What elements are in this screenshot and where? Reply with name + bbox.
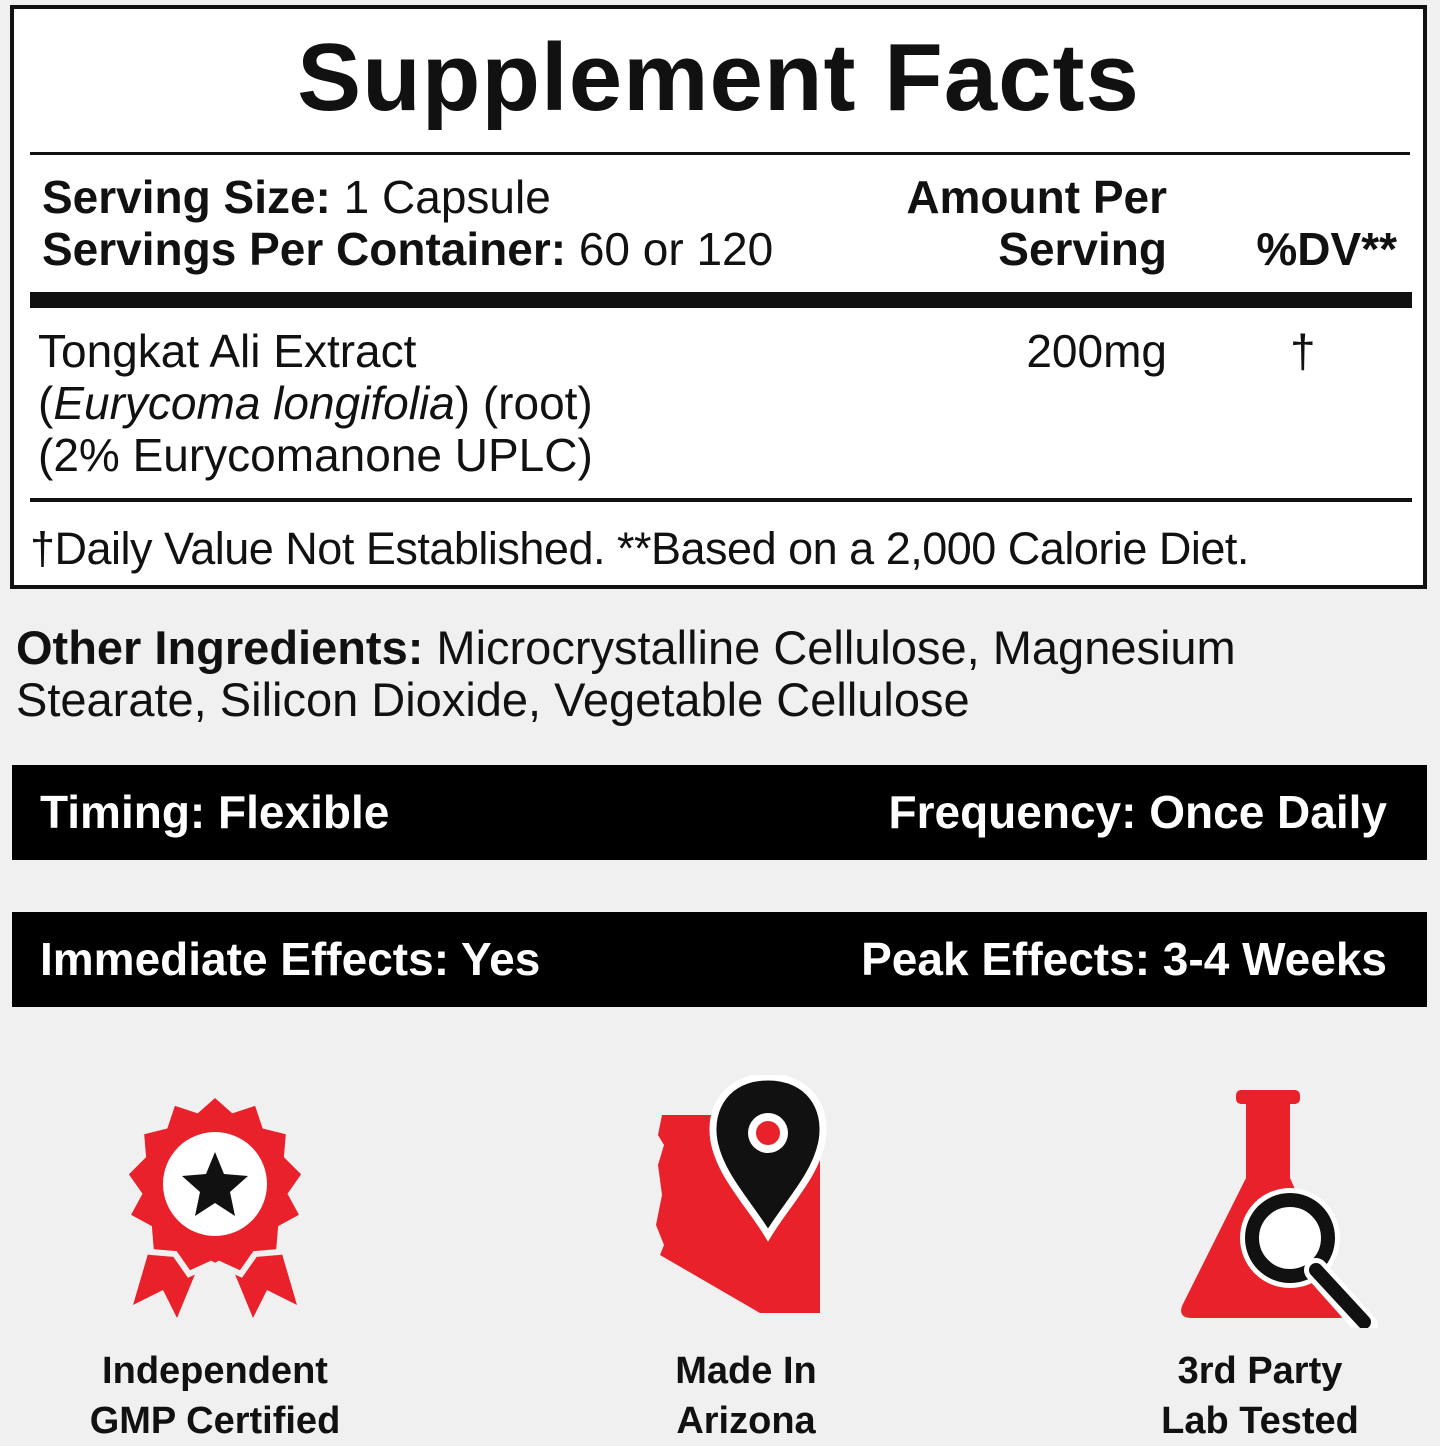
ingredient-dv: † [1290,325,1316,377]
badge-line2: Lab Tested [1161,1400,1359,1442]
badge-line2: Arizona [676,1400,816,1442]
servings-label: Servings Per Container: [42,223,567,275]
badge-line1: Independent [102,1350,328,1392]
footnote: †Daily Value Not Established. **Based on… [30,523,1249,574]
servings-value: 60 or 120 [566,223,774,275]
badge-line1: Made In [675,1350,817,1392]
divider [30,498,1412,502]
serving-size-label: Serving Size: [42,171,331,223]
paren: ( [38,377,54,429]
badge-lab-tested: 3rd Party Lab Tested [1060,1346,1440,1446]
thick-divider [30,292,1412,308]
ingredient-name: Tongkat Ali Extract (Eurycoma longifolia… [38,325,593,481]
arizona-map-pin-icon [656,1075,827,1313]
divider [30,152,1410,155]
amount-header-line1: Amount Per [906,171,1167,223]
award-ribbon-icon [121,1090,309,1318]
ingredient-title: Tongkat Ali Extract [38,325,417,377]
serving-size: Serving Size: 1 Capsule [42,171,551,223]
badge-line1: 3rd Party [1177,1350,1343,1392]
frequency-label: Frequency: Once Daily [888,786,1388,838]
badge-line2: GMP Certified [89,1400,341,1442]
badge-gmp-certified: Independent GMP Certified [15,1346,415,1446]
amount-header-line2: Serving [998,223,1167,275]
panel-title: Supplement Facts [297,24,1140,131]
dv-header: %DV** [1256,223,1397,275]
supplement-facts-panel: Supplement Facts Serving Size: 1 Capsule… [10,5,1427,589]
ingredient-standardization: (2% Eurycomanone UPLC) [38,429,593,481]
serving-size-value: 1 Capsule [330,171,551,223]
other-ingredients-label: Other Ingredients: [16,621,424,674]
other-ingredients-line2: Stearate, Silicon Dioxide, Vegetable Cel… [16,673,970,726]
immediate-effects-label: Immediate Effects: Yes [40,933,541,985]
effects-bar: Immediate Effects: Yes Peak Effects: 3-4… [12,912,1427,1007]
latin-name: Eurycoma longifolia [53,377,455,429]
servings-per-container: Servings Per Container: 60 or 120 [42,223,773,275]
timing-label: Timing: Flexible [40,786,390,838]
ingredient-latin: (Eurycoma longifolia) (root) [38,377,593,429]
flask-magnifier-icon [1181,1090,1378,1328]
amount-header: Amount Per Serving [906,171,1167,275]
plant-part: ) (root) [454,377,593,429]
peak-effects-label: Peak Effects: 3-4 Weeks [861,933,1387,985]
other-ingredients-line1: Microcrystalline Cellulose, Magnesium [423,621,1236,674]
ingredient-amount: 200mg [1026,325,1167,377]
other-ingredients: Other Ingredients: Microcrystalline Cell… [16,622,1236,726]
timing-frequency-bar: Timing: Flexible Frequency: Once Daily [12,765,1427,860]
badge-made-in-arizona: Made In Arizona [546,1346,946,1446]
